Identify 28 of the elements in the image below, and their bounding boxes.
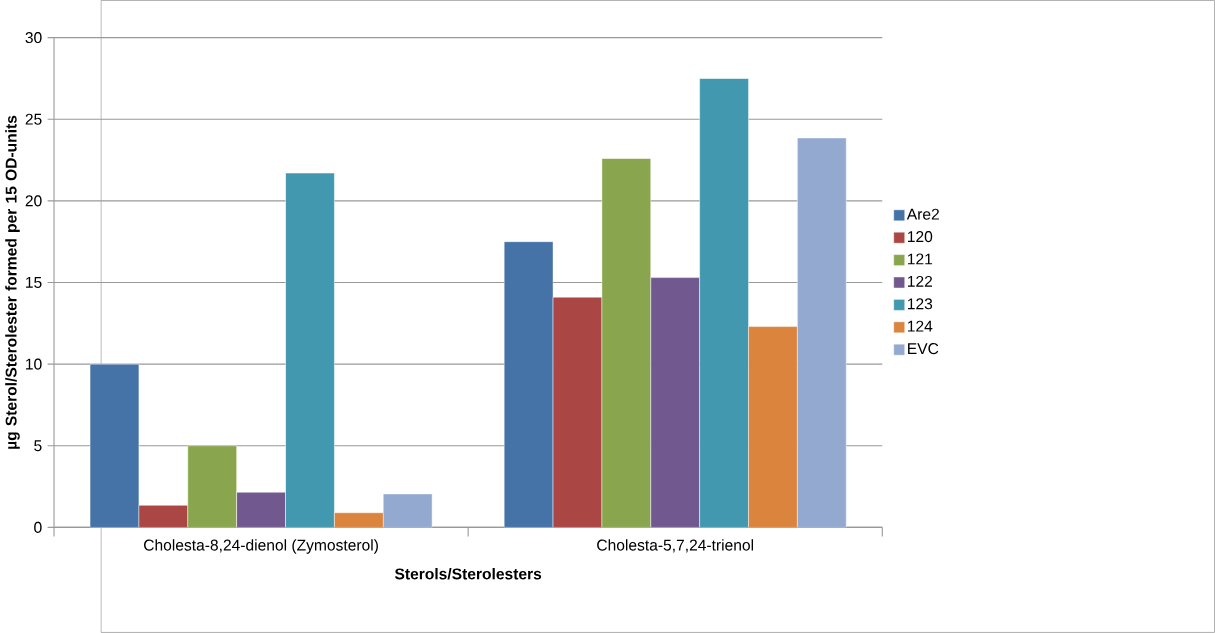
bar bbox=[334, 512, 384, 528]
legend-label: Are2 bbox=[906, 208, 939, 220]
legend-label: 123 bbox=[907, 298, 933, 310]
legend-label: EVC bbox=[908, 343, 939, 355]
legend-label: 121 bbox=[907, 253, 933, 265]
bar bbox=[552, 297, 603, 528]
legend-label: 124 bbox=[907, 320, 933, 332]
bar bbox=[236, 492, 286, 528]
bar bbox=[699, 78, 749, 528]
x-tick-label: Cholesta-8,24-dienol (Zymosterol) bbox=[144, 539, 378, 554]
y-tick-label: 20 bbox=[25, 195, 42, 207]
bar bbox=[138, 505, 189, 528]
legend-label: 122 bbox=[907, 275, 933, 287]
bar bbox=[748, 326, 798, 528]
legend-label: 120 bbox=[907, 231, 933, 243]
y-tick-label: 30 bbox=[25, 32, 42, 44]
bar bbox=[601, 158, 652, 528]
y-axis-title: µg Sterol/Sterolester formed per 15 OD-units bbox=[5, 115, 20, 449]
y-tick-label: 0 bbox=[34, 521, 42, 533]
x-axis-title: Sterols/Sterolesters bbox=[394, 568, 542, 580]
y-tick-label: 25 bbox=[25, 113, 42, 125]
bar bbox=[650, 277, 700, 528]
bar bbox=[285, 172, 335, 528]
y-tick-label: 10 bbox=[26, 358, 42, 370]
y-tick-label: 5 bbox=[34, 440, 42, 452]
bar bbox=[187, 445, 237, 528]
y-tick-label: 15 bbox=[26, 277, 42, 288]
x-tick-label: Cholesta-5,7,24-trienol bbox=[597, 539, 754, 553]
